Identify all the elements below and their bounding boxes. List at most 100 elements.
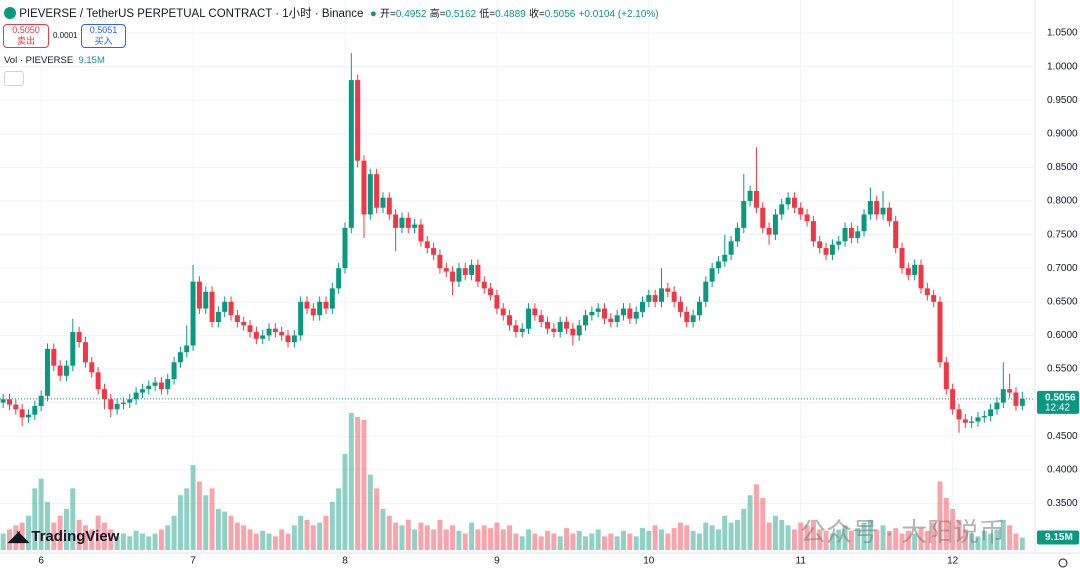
candle-body: [44, 348, 50, 396]
ohlc-value: 0.4889: [495, 9, 526, 20]
volume-bar: [677, 522, 683, 550]
candle-body: [538, 315, 544, 322]
candle-body: [772, 214, 778, 235]
volume-bar: [943, 497, 949, 550]
volume-bar: [260, 530, 266, 550]
buy-button[interactable]: 0.5051 买入: [81, 24, 126, 48]
candle-body: [817, 241, 823, 249]
candle-body: [196, 281, 202, 309]
volume-bar: [63, 508, 69, 550]
candle-body: [842, 227, 848, 242]
volume-bar: [215, 508, 221, 550]
volume-bar: [886, 530, 892, 550]
volume-bar: [171, 515, 177, 550]
candle-body: [323, 301, 329, 309]
candle-body: [475, 264, 481, 282]
volume-bar: [1007, 525, 1013, 550]
volume-bar: [367, 474, 373, 550]
volume-bar: [842, 525, 848, 550]
candle-body: [753, 190, 759, 208]
volume-bar: [817, 529, 823, 550]
spread: 0.0001: [53, 31, 78, 40]
candle-body: [905, 268, 911, 275]
volume-bar: [804, 525, 810, 550]
candle-body: [329, 288, 335, 309]
volume-bar: [760, 497, 766, 550]
volume-bar: [602, 536, 608, 550]
candle-body: [25, 414, 31, 418]
y-tick-label: 0.5500: [1047, 364, 1078, 375]
candle-body: [836, 241, 842, 245]
y-tick-label: 0.7000: [1047, 263, 1078, 274]
candle-body: [108, 399, 114, 410]
candle-body: [969, 421, 975, 423]
candle-body: [355, 80, 361, 161]
volume-bar: [994, 529, 1000, 550]
volume-bar: [190, 465, 196, 550]
candle-body: [677, 301, 683, 312]
candle-body: [272, 328, 278, 333]
volume-bar: [342, 454, 348, 550]
volume-bar: [658, 529, 664, 550]
candle-body: [583, 315, 589, 326]
candle-body: [658, 288, 664, 302]
volume-bar: [0, 533, 6, 550]
y-tick-label: 0.9000: [1047, 128, 1078, 139]
volume-bar: [120, 533, 126, 550]
candle-body: [57, 365, 63, 376]
volume-bar: [532, 533, 538, 550]
volume-bar: [222, 511, 228, 550]
candle-body: [279, 332, 285, 336]
collapse-button[interactable]: [4, 71, 24, 86]
volume-bar: [310, 525, 316, 550]
volume-bar: [500, 529, 506, 550]
y-tick-label: 0.4500: [1047, 431, 1078, 442]
candle-body: [526, 308, 532, 329]
candle-body: [500, 308, 506, 316]
candle-body: [880, 207, 886, 215]
candle-body: [374, 174, 380, 208]
candle-body: [336, 268, 342, 289]
volume-bar: [734, 519, 740, 550]
sell-label: 卖出: [16, 36, 35, 46]
settings-icon[interactable]: [1058, 558, 1068, 568]
candle-body: [19, 409, 25, 418]
candle-body: [437, 254, 443, 269]
tradingview-logo[interactable]: ◢◣ TradingView: [8, 527, 119, 545]
candle-body: [551, 328, 557, 333]
volume-bar: [772, 515, 778, 550]
candle-body: [779, 204, 785, 215]
candle-body: [0, 399, 6, 403]
volume-bar: [266, 533, 272, 550]
sell-button[interactable]: 0.5050 卖出: [3, 24, 49, 48]
volume-bar: [880, 525, 886, 550]
volume-bar: [753, 484, 759, 550]
candle-body: [32, 405, 38, 415]
volume-bar: [956, 519, 962, 550]
volume-bar: [791, 529, 797, 550]
volume-bar: [272, 536, 278, 550]
volume-bar: [177, 495, 183, 550]
volume-bar: [304, 519, 310, 550]
volume-bar: [32, 488, 38, 550]
volume-bar: [291, 525, 297, 550]
symbol-title: PIEVERSE / TetherUS PERPETUAL CONTRACT ·…: [19, 8, 364, 20]
volume-bar: [456, 530, 462, 550]
volume-bar: [848, 530, 854, 550]
candle-body: [184, 345, 190, 353]
candle-body: [418, 224, 424, 242]
volume-bar: [108, 529, 114, 550]
volume-bar: [703, 522, 709, 550]
volume-bar: [633, 536, 639, 550]
x-tick-label: 11: [796, 556, 807, 567]
volume-legend-label: Vol · PIEVERSE: [4, 55, 74, 66]
ohlc-key: 开=: [380, 9, 396, 20]
volume-bar: [462, 533, 468, 550]
candle-body: [133, 392, 139, 400]
ohlc-key: 收=: [528, 9, 545, 20]
candle-body: [760, 207, 766, 228]
candle-body: [152, 382, 158, 386]
candle-body: [956, 409, 962, 420]
volume-bar: [247, 529, 253, 550]
candle-body: [266, 328, 272, 336]
